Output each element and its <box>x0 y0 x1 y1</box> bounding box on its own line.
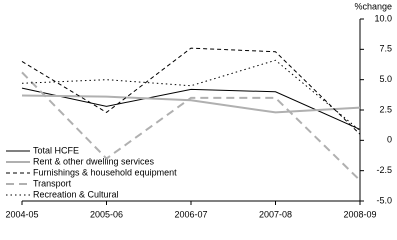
y-tick-label: 7.5 <box>379 44 392 54</box>
y-tick-label: -2.5 <box>376 165 392 175</box>
series-line <box>21 71 361 182</box>
legend-label: Furnishings & household equipment <box>33 167 177 177</box>
y-tick-label: 2.5 <box>379 104 392 114</box>
y-axis-label: %change <box>354 1 392 11</box>
series-line <box>21 47 361 135</box>
legend-label: Rent & other dwelling services <box>33 156 155 166</box>
x-tick-label: 2005-06 <box>90 209 123 219</box>
chart: %change 10.0 7.5 5.0 2.5 0 -2.5 -5.0 2004-05 200… <box>5 1 392 219</box>
x-tick-label: 2007-08 <box>259 209 292 219</box>
y-tick-label: 5.0 <box>379 74 392 84</box>
series-line <box>21 87 361 130</box>
x-tick-label: 2006-07 <box>174 209 207 219</box>
y-tick-label: 0 <box>387 135 392 145</box>
x-tick-label: 2008-09 <box>343 209 376 219</box>
x-tick-label: 2004-05 <box>5 209 38 219</box>
page: {"chart_data": {"type": "line", "y_axis_… <box>5 1 392 220</box>
y-tick-label: 10.0 <box>374 13 392 23</box>
legend-label: Total HCFE <box>33 145 79 155</box>
series-line <box>21 94 361 114</box>
legend-label: Transport <box>33 178 72 188</box>
legend-label: Recreation & Cultural <box>33 189 119 199</box>
y-tick-label: -5.0 <box>376 195 392 205</box>
